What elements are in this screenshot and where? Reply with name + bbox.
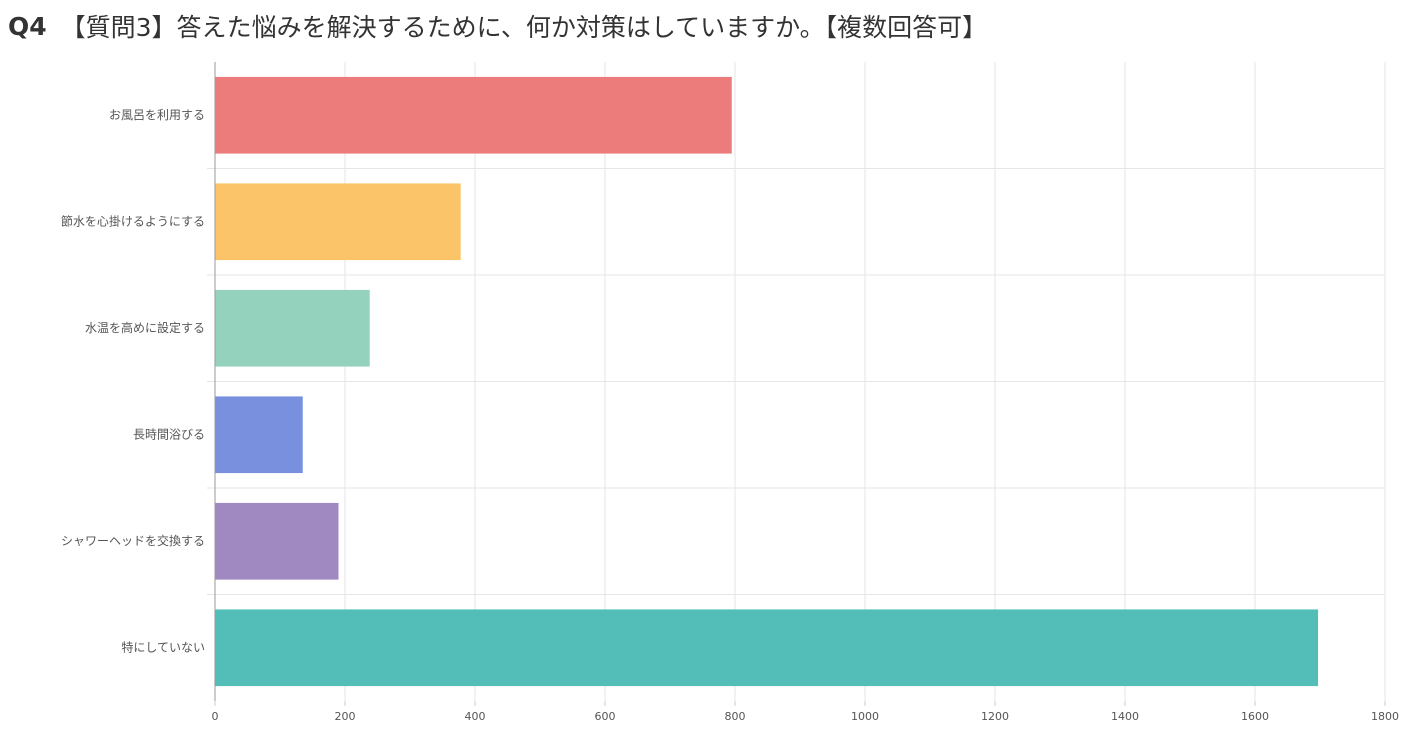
category-label-1: 節水を心掛けるようにする (61, 213, 205, 228)
category-label-3: 長時間浴びる (133, 427, 205, 441)
bar-5 (215, 609, 1319, 687)
category-label-2: 水温を高めに設定する (85, 320, 205, 335)
x-tick-label-0: 0 (212, 710, 219, 723)
x-tick-label-8: 1600 (1241, 710, 1269, 723)
x-tick-label-6: 1200 (981, 710, 1009, 723)
x-tick-label-9: 1800 (1371, 710, 1399, 723)
bar-0 (215, 76, 732, 154)
category-label-5: 特にしていない (121, 639, 205, 654)
bar-2 (215, 289, 370, 367)
x-tick-label-1: 200 (335, 710, 356, 723)
x-tick-label-7: 1400 (1111, 710, 1139, 723)
question-text: 【質問3】答えた悩みを解決するために、何か対策はしていますか。【複数回答可】 (60, 13, 988, 42)
bar-3 (215, 396, 303, 474)
bar-1 (215, 183, 461, 261)
question-number: Q4 (8, 11, 47, 41)
x-tick-label-5: 1000 (851, 710, 879, 723)
x-tick-label-2: 400 (465, 710, 486, 723)
x-tick-label-3: 600 (595, 710, 616, 723)
bar-4 (215, 502, 339, 580)
category-label-0: お風呂を利用する (109, 108, 205, 122)
chart-header: Q4 【質問3】答えた悩みを解決するために、何か対策はしていますか。【複数回答可… (8, 6, 987, 46)
x-tick-label-4: 800 (725, 710, 746, 723)
category-label-4: シャワーヘッドを交換する (61, 533, 205, 548)
